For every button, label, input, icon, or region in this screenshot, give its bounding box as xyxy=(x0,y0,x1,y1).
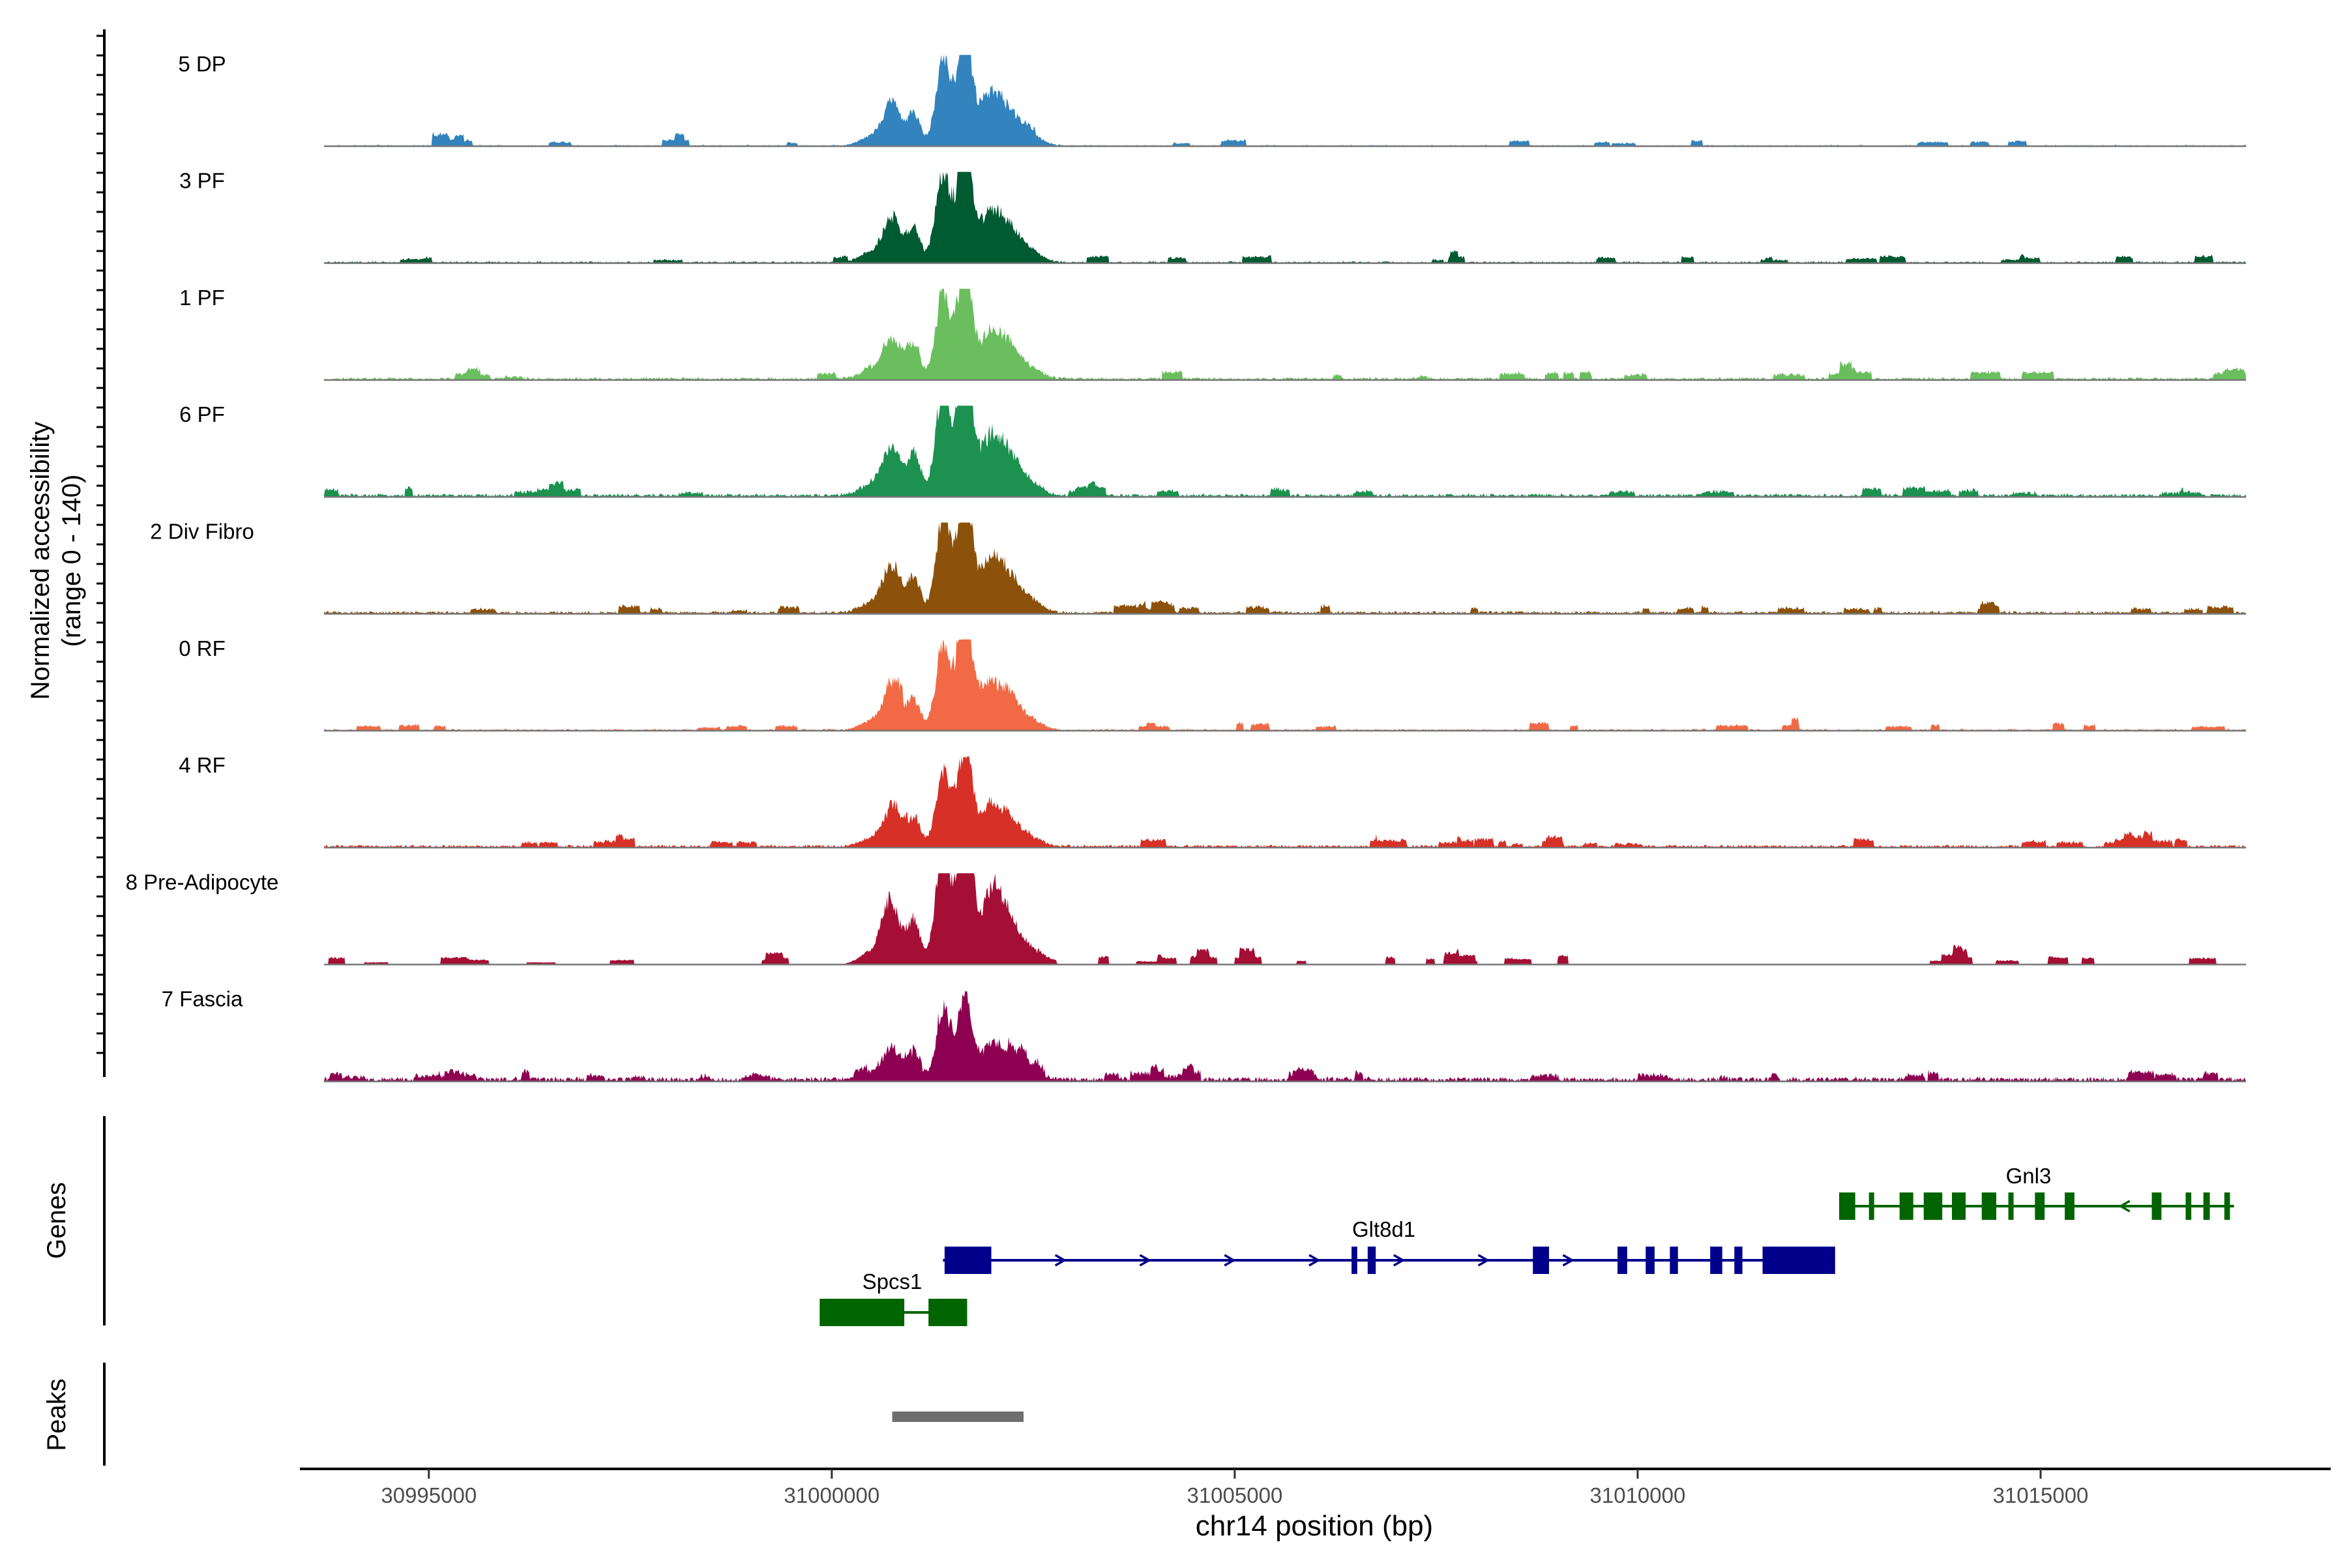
coverage-y-axis-ticks xyxy=(96,35,104,1054)
x-tick-label: 31005000 xyxy=(1187,1483,1282,1507)
gene-exon xyxy=(1952,1192,1966,1220)
track-label: 0 RF xyxy=(179,636,226,660)
gene-exon xyxy=(819,1299,905,1326)
y-axis-title-line2: (range 0 - 140) xyxy=(57,475,86,647)
strand-arrow xyxy=(1562,1254,1574,1267)
x-tick-label: 31010000 xyxy=(1590,1483,1686,1507)
coverage-track: 5 DP xyxy=(178,52,2247,147)
peak-bar xyxy=(892,1412,1024,1422)
gene-exon xyxy=(1351,1247,1357,1274)
coverage-track: 8 Pre-Adipocyte xyxy=(126,870,2247,966)
coverage-track: 7 Fascia xyxy=(162,987,2247,1082)
gene-exon xyxy=(2185,1192,2192,1220)
peaks-panel-label: Peaks xyxy=(42,1378,71,1451)
gene-exon xyxy=(1670,1247,1678,1274)
gene-exon xyxy=(1762,1247,1835,1274)
track-label: 5 DP xyxy=(178,52,226,76)
coverage-track: 0 RF xyxy=(179,636,2247,732)
track-label: 8 Pre-Adipocyte xyxy=(126,870,279,894)
strand-arrow xyxy=(1224,1254,1236,1267)
strand-arrow xyxy=(1054,1254,1067,1267)
gene-exon xyxy=(1838,1192,1855,1220)
gene-exon xyxy=(1868,1192,1874,1220)
track-label: 2 Div Fibro xyxy=(150,520,254,544)
gene-model: Gnl3 xyxy=(1838,1164,2234,1220)
track-label: 3 PF xyxy=(179,169,225,193)
gene-exon xyxy=(1899,1192,1913,1220)
gene-exon xyxy=(2203,1192,2210,1220)
gene-exon xyxy=(2224,1192,2230,1220)
gene-label: Gnl3 xyxy=(2006,1164,2052,1188)
strand-arrow xyxy=(1139,1254,1151,1267)
gene-exon xyxy=(1617,1247,1627,1274)
x-tick-label: 31000000 xyxy=(784,1483,879,1507)
gene-label: Spcs1 xyxy=(863,1269,923,1294)
x-tick-label: 30995000 xyxy=(381,1483,477,1507)
gene-exon xyxy=(1646,1247,1655,1274)
gene-track: Spcs1 Glt8d1 Gnl3 xyxy=(819,1164,2234,1326)
coverage-track: 4 RF xyxy=(179,753,2247,849)
x-axis-title: chr14 position (bp) xyxy=(1196,1510,1433,1542)
genes-panel-label: Genes xyxy=(42,1182,71,1259)
y-axis-title: Normalized accessibility (range 0 - 140) xyxy=(26,422,86,700)
gene-model: Spcs1 xyxy=(819,1269,967,1326)
track-label: 4 RF xyxy=(179,753,226,777)
gene-exon xyxy=(2008,1192,2014,1220)
coverage-track: 3 PF xyxy=(179,169,2247,264)
gene-exon xyxy=(1734,1247,1743,1274)
gene-exon xyxy=(2065,1192,2074,1220)
coverage-track: 2 Div Fibro xyxy=(150,520,2247,615)
gene-exon xyxy=(1367,1247,1376,1274)
coverage-track: 6 PF xyxy=(179,402,2247,498)
gene-exon xyxy=(1923,1192,1943,1220)
gene-exon xyxy=(2035,1192,2045,1220)
track-label: 7 Fascia xyxy=(162,987,243,1011)
gene-exon xyxy=(944,1247,992,1274)
gene-model: Glt8d1 xyxy=(943,1217,1835,1274)
gene-exon xyxy=(2151,1192,2162,1220)
coverage-track: 1 PF xyxy=(179,286,2247,381)
x-tick-label: 31015000 xyxy=(1993,1483,2089,1507)
y-axis-title-line1: Normalized accessibility xyxy=(26,422,55,700)
gene-exon xyxy=(928,1299,967,1326)
gene-exon xyxy=(1533,1247,1549,1274)
strand-arrow xyxy=(1477,1254,1490,1267)
track-label: 1 PF xyxy=(179,286,225,310)
track-label: 6 PF xyxy=(179,402,225,426)
strand-arrow xyxy=(2118,1200,2131,1213)
x-axis-ticks: 30995000 31000000 31005000 31010000 31015000 xyxy=(381,1469,2088,1507)
gene-exon xyxy=(1981,1192,1997,1220)
strand-arrow xyxy=(1308,1254,1321,1267)
peak-track xyxy=(892,1412,1024,1422)
strand-arrow xyxy=(1393,1254,1406,1267)
gene-exon xyxy=(1710,1247,1722,1274)
coverage-tracks: 5 DP 3 PF 1 PF 6 PF 2 Div Fibro 0 RF 4 RF 8 Pre… xyxy=(126,52,2247,1082)
gene-label: Glt8d1 xyxy=(1352,1217,1415,1241)
